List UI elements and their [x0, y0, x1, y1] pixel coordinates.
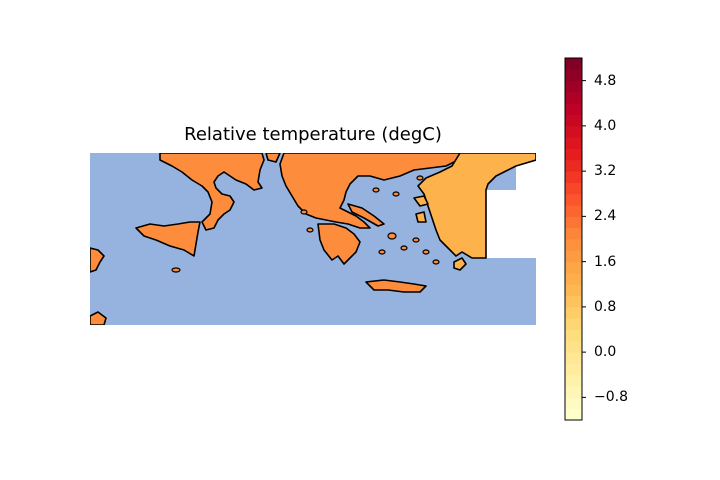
rhodes-land [453, 257, 467, 271]
colorbar-segment [565, 239, 582, 251]
island [306, 227, 314, 233]
island [300, 209, 308, 215]
colorbar-segment [565, 386, 582, 398]
island [416, 175, 424, 181]
colorbar-segment [565, 125, 582, 138]
colorbar-segment [565, 171, 582, 183]
colorbar-segment [565, 318, 582, 330]
island [412, 237, 420, 243]
colorbar-segment [565, 114, 582, 127]
colorbar-tick-label: 2.4 [594, 208, 617, 225]
colorbar-segment [565, 250, 582, 263]
island [378, 249, 386, 255]
southern-italy-land [159, 153, 265, 231]
colorbar-segment [565, 397, 582, 410]
colorbar-tick-label: 0.0 [594, 344, 617, 361]
colorbar-segment [565, 216, 582, 229]
chios-land [415, 211, 427, 223]
colorbar-tick-label: 0.8 [594, 298, 617, 315]
colorbar-segment [565, 374, 582, 387]
colorbar-segment [565, 159, 582, 172]
colorbar [564, 57, 586, 421]
colorbar-segment [565, 205, 582, 217]
colorbar-segment [565, 306, 582, 319]
greece-mainland-land [279, 153, 461, 229]
island [432, 259, 440, 265]
island [392, 191, 400, 197]
colorbar-segment [565, 69, 582, 82]
sicily-land [135, 221, 201, 257]
colorbar-segment [565, 227, 582, 240]
colorbar-segment [565, 148, 582, 161]
libya-coast [90, 311, 107, 325]
colorbar-segment [565, 103, 582, 116]
tunisia-coast [90, 247, 105, 273]
colorbar-segment [565, 261, 582, 274]
colorbar-segment [565, 193, 582, 206]
colorbar-segment [565, 91, 582, 104]
colorbar-segment [565, 363, 582, 376]
island [171, 267, 181, 273]
evia-land [347, 203, 385, 227]
crete-land [365, 279, 427, 293]
colorbar-tick-label: 4.0 [594, 117, 617, 134]
colorbar-tick-label: 4.8 [594, 72, 617, 89]
colorbar-tick-label: 1.6 [594, 253, 617, 270]
colorbar-tick-label: −0.8 [594, 389, 628, 406]
colorbar-segment [565, 295, 582, 308]
map-title: Relative temperature (degC) [184, 124, 442, 145]
colorbar-segment [565, 340, 582, 353]
western-turkey-land [417, 153, 536, 259]
island [422, 249, 430, 255]
island [400, 245, 408, 251]
colorbar-segment [565, 272, 582, 285]
island [372, 187, 380, 193]
no-data-region [486, 190, 536, 258]
colorbar-segment [565, 137, 582, 149]
colorbar-segment [565, 182, 582, 195]
colorbar-tick-label: 3.2 [594, 163, 617, 180]
adriatic-coast [265, 153, 281, 163]
colorbar-segment [565, 329, 582, 342]
island [387, 232, 397, 240]
colorbar-segment [565, 58, 582, 70]
lesbos-land [413, 195, 429, 207]
colorbar-segment [565, 352, 582, 364]
colorbar-segment [565, 284, 582, 297]
colorbar-segment [565, 80, 582, 93]
colorbar-segment [565, 408, 582, 421]
colorbar-frame [564, 57, 583, 421]
peloponnese-land [317, 223, 361, 265]
